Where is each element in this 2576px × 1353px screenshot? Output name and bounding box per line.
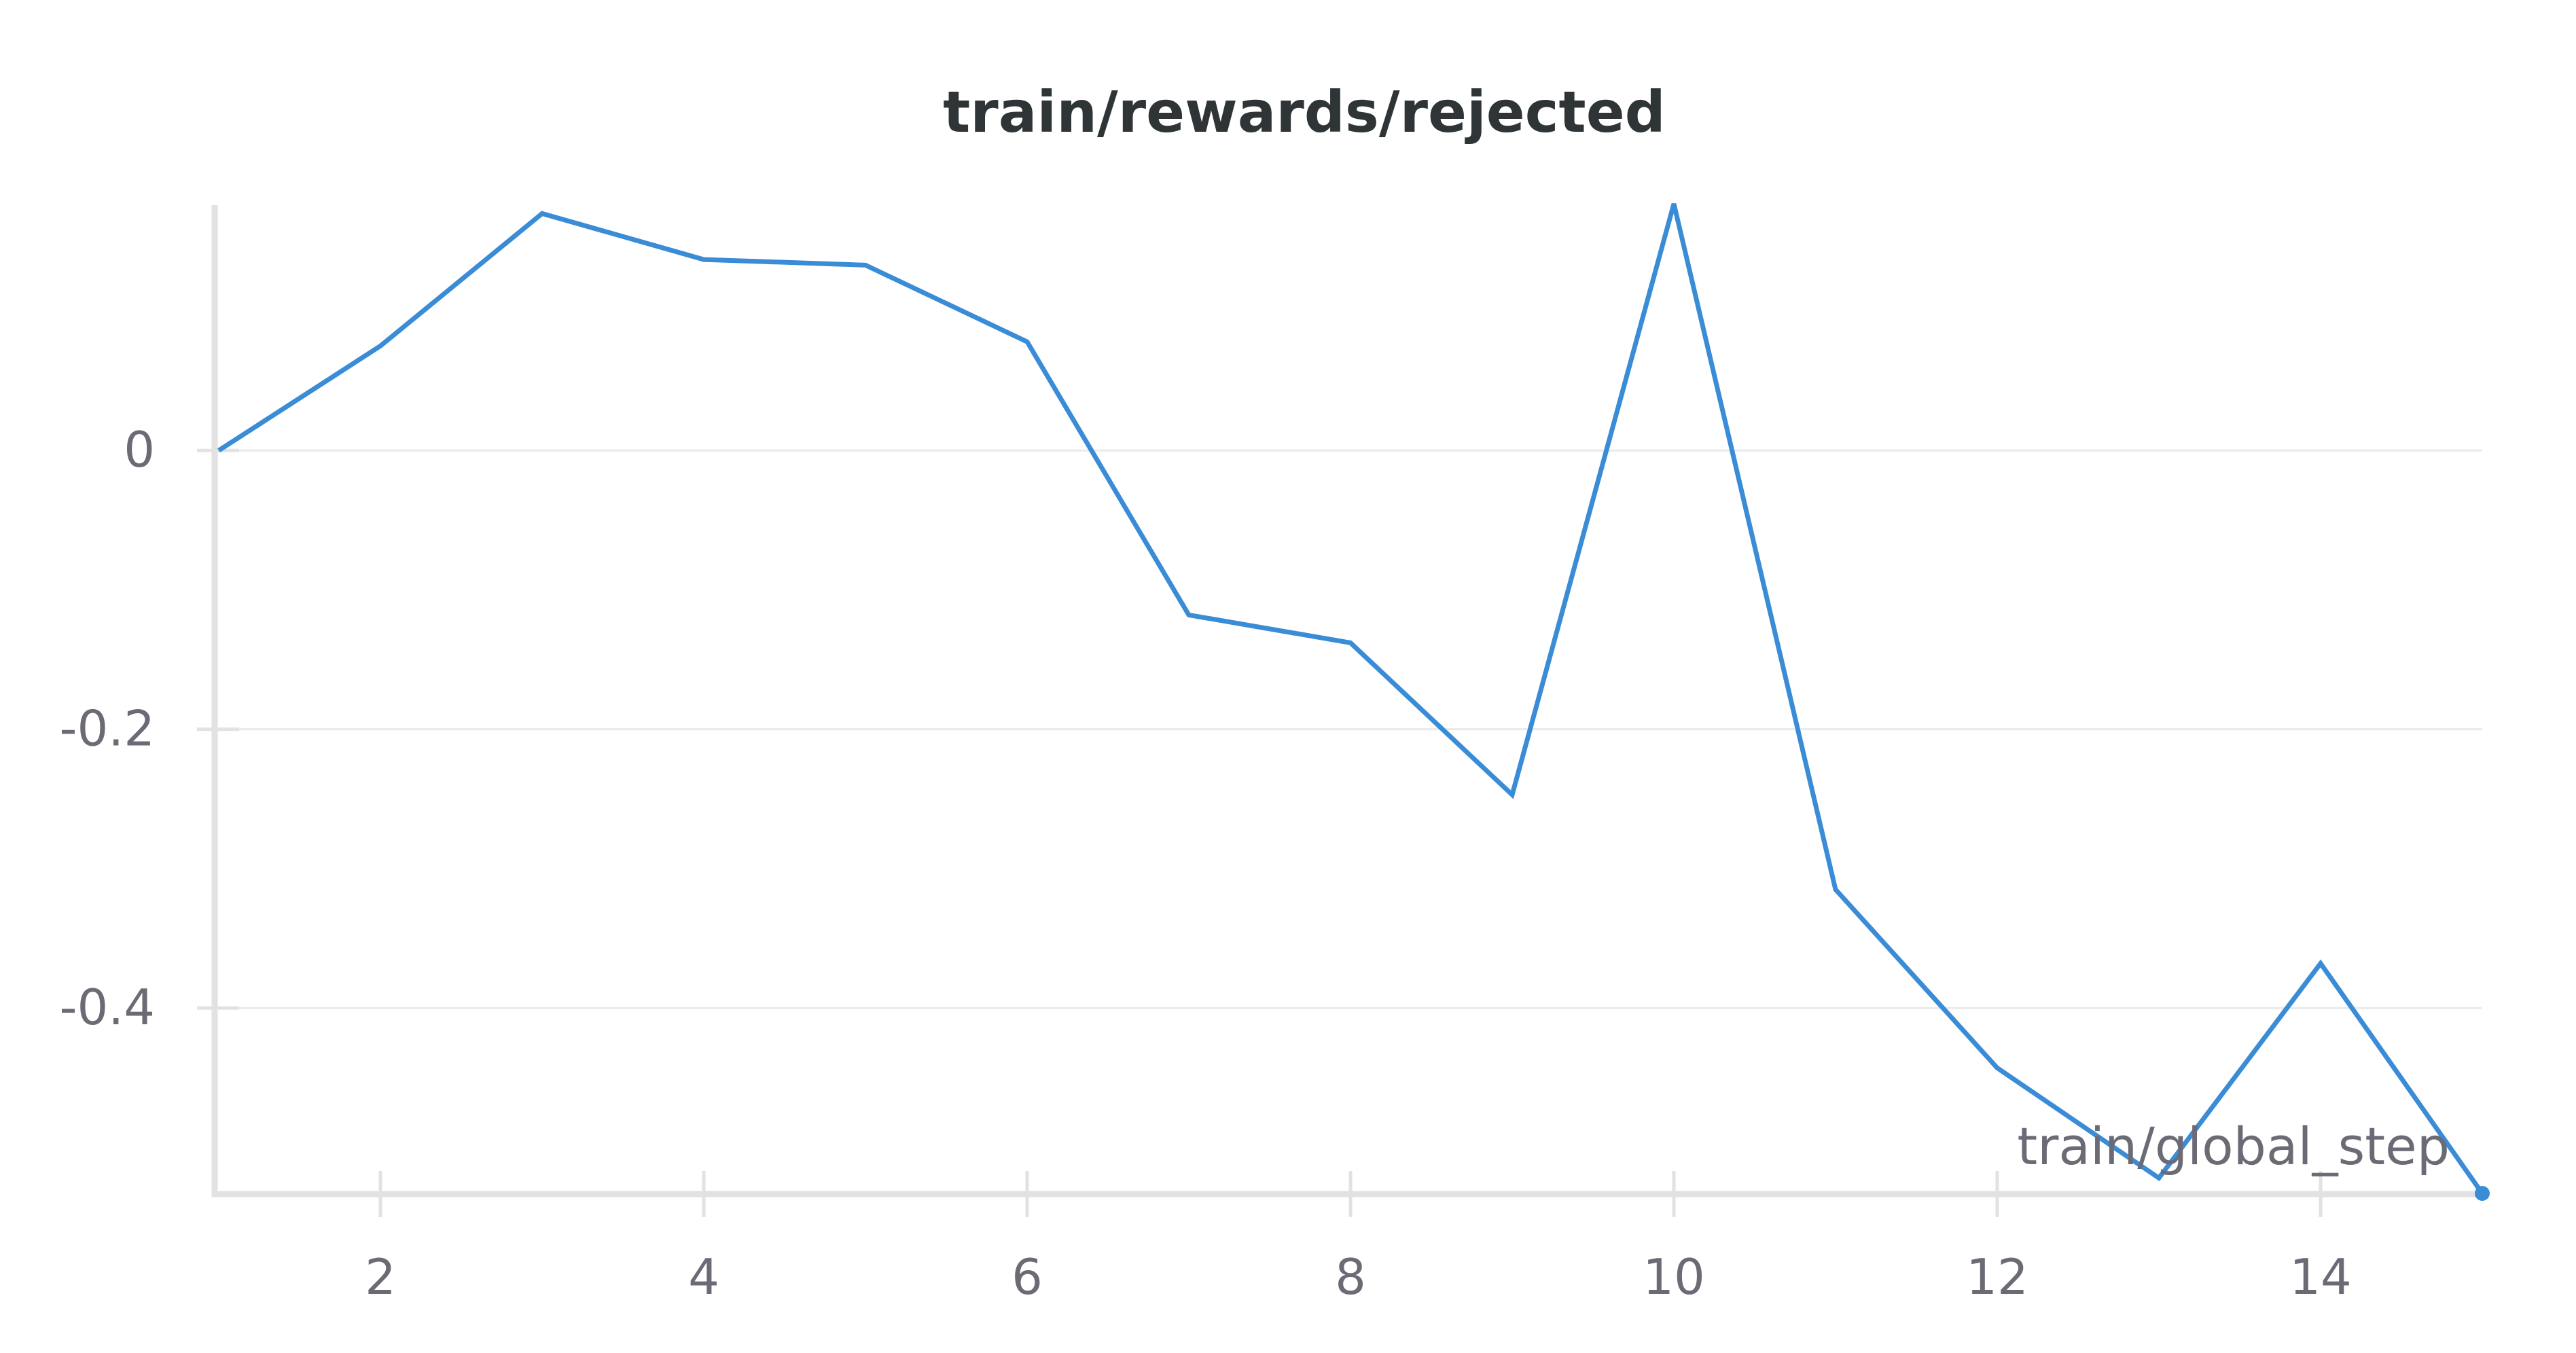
chart-title: train/rewards/rejected: [943, 79, 1666, 145]
x-axis-label: train/global_step: [2017, 1116, 2450, 1176]
x-tick-label: 4: [688, 1248, 719, 1305]
y-tick-label: 0: [124, 421, 155, 478]
grid-lines: [219, 449, 2482, 1009]
x-tick-label: 10: [1643, 1248, 1705, 1305]
axes: [197, 205, 2482, 1217]
x-tick-label: 6: [1012, 1248, 1043, 1305]
series-end-point: [2475, 1186, 2490, 1201]
x-tick-label: 14: [2289, 1248, 2352, 1305]
y-tick-label: -0.2: [60, 700, 155, 757]
x-tick-label: 2: [365, 1248, 396, 1305]
series-line: [217, 203, 2484, 1195]
y-tick-label: -0.4: [60, 979, 155, 1036]
tick-labels: 0 -0.2 -0.4 2 4 6 8 10 12 14: [60, 421, 2352, 1305]
x-tick-label: 12: [1966, 1248, 2028, 1305]
x-tick-label: 8: [1335, 1248, 1366, 1305]
series-layer: [217, 203, 2490, 1201]
